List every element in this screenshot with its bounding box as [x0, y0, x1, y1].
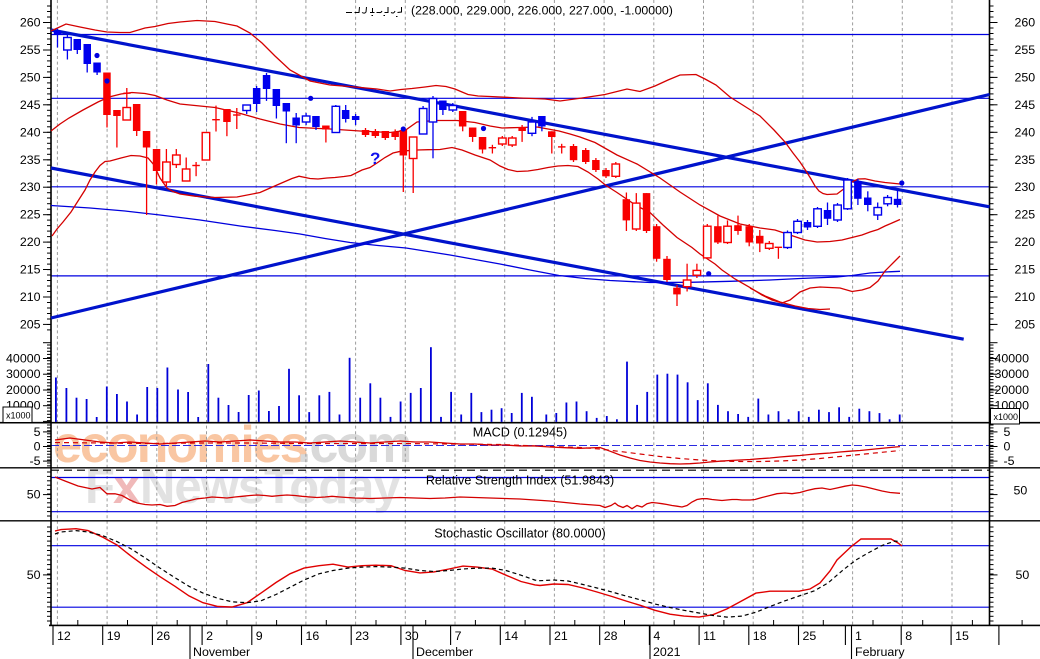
svg-text:240: 240 [1015, 125, 1036, 139]
svg-text:30000: 30000 [6, 367, 41, 381]
svg-text:1: 1 [855, 629, 862, 643]
svg-text:220: 220 [20, 235, 41, 249]
svg-text:x: x [113, 460, 140, 514]
svg-text:0: 0 [34, 440, 41, 454]
svg-text:250: 250 [1015, 70, 1036, 84]
svg-text:12: 12 [57, 629, 71, 643]
svg-text:26: 26 [156, 629, 170, 643]
svg-text:4: 4 [653, 629, 660, 643]
svg-text:NewsToday: NewsToday [140, 460, 400, 514]
svg-text:2: 2 [206, 629, 213, 643]
svg-text:MACD (0.12945): MACD (0.12945) [473, 426, 568, 440]
svg-text:235: 235 [20, 153, 41, 167]
svg-text:215: 215 [1015, 263, 1036, 277]
svg-text:205: 205 [20, 317, 41, 331]
svg-text:December: December [416, 645, 473, 659]
svg-text:February: February [855, 645, 905, 659]
svg-text:28: 28 [604, 629, 618, 643]
svg-text:11: 11 [703, 629, 716, 643]
svg-text:210: 210 [1015, 290, 1036, 304]
svg-text:250: 250 [20, 70, 41, 84]
svg-text:November: November [193, 645, 250, 659]
svg-text:(228.000, 229.000, 226.000, 22: (228.000, 229.000, 226.000, 227.000, -1.… [411, 4, 673, 18]
svg-text:25: 25 [803, 629, 817, 643]
svg-text:245: 245 [20, 98, 41, 112]
svg-text:235: 235 [1015, 153, 1036, 167]
svg-text:40000: 40000 [6, 352, 41, 366]
svg-text:21: 21 [554, 629, 568, 643]
svg-text:-5: -5 [29, 454, 40, 468]
svg-text:5: 5 [1004, 425, 1011, 439]
svg-text:5: 5 [34, 425, 41, 439]
svg-text:15: 15 [955, 629, 969, 643]
svg-text:19: 19 [107, 629, 121, 643]
svg-text:225: 225 [20, 208, 41, 222]
svg-text:240: 240 [20, 125, 41, 139]
svg-text:20000: 20000 [995, 383, 1030, 397]
svg-text:9: 9 [256, 629, 263, 643]
svg-text:30: 30 [405, 629, 419, 643]
svg-text:245: 245 [1015, 98, 1036, 112]
svg-text:260: 260 [20, 16, 41, 30]
svg-text:20000: 20000 [6, 383, 41, 397]
svg-text:2021: 2021 [653, 645, 681, 659]
svg-text:50: 50 [27, 488, 41, 502]
svg-text:205: 205 [1015, 317, 1036, 331]
svg-text:230: 230 [1015, 180, 1036, 194]
svg-text:-5: -5 [1004, 454, 1015, 468]
svg-text:8: 8 [905, 629, 912, 643]
svg-text:7: 7 [455, 629, 462, 643]
svg-text:260: 260 [1015, 16, 1036, 30]
svg-text:220: 220 [1015, 235, 1036, 249]
svg-text:230: 230 [20, 180, 41, 194]
svg-text:?: ? [370, 149, 380, 168]
svg-text:210: 210 [20, 290, 41, 304]
svg-text:x1000: x1000 [994, 412, 1019, 422]
svg-text:0: 0 [1004, 440, 1011, 454]
svg-text:30000: 30000 [995, 367, 1030, 381]
svg-text:23: 23 [355, 629, 369, 643]
svg-text:14: 14 [504, 629, 518, 643]
svg-text:255: 255 [20, 43, 41, 57]
svg-text:Relative Strength Index (51.98: Relative Strength Index (51.9843) [426, 474, 614, 488]
svg-text:18: 18 [753, 629, 767, 643]
svg-text:50: 50 [27, 568, 41, 582]
svg-text:40000: 40000 [995, 352, 1030, 366]
svg-text:16: 16 [306, 629, 320, 643]
svg-text:50: 50 [1016, 568, 1030, 582]
svg-text:Stochastic Oscillator (80.0000: Stochastic Oscillator (80.0000) [434, 527, 606, 541]
svg-text:50: 50 [1014, 484, 1028, 498]
svg-text:215: 215 [20, 263, 41, 277]
svg-text:x1000: x1000 [6, 411, 31, 421]
svg-text:225: 225 [1015, 208, 1036, 222]
svg-text:255: 255 [1015, 43, 1036, 57]
